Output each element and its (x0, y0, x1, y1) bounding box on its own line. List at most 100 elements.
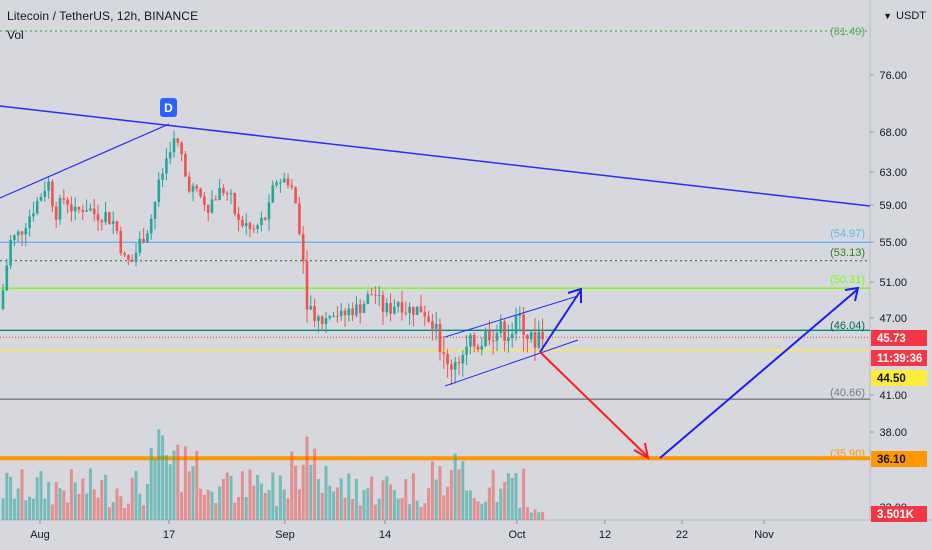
candle-body (92, 208, 96, 215)
volume-bar (138, 493, 142, 520)
candle-body (237, 213, 240, 220)
volume-bar (35, 477, 39, 520)
volume-bar (358, 505, 362, 520)
volume-bar (259, 483, 263, 520)
bearish-projection-arrow[interactable] (539, 351, 648, 457)
candle-body (438, 323, 442, 353)
candle-body (108, 212, 111, 224)
volume-bar (370, 476, 374, 520)
date-tick-label: Nov (754, 529, 774, 541)
volume-bar (81, 478, 85, 520)
candle-body (472, 334, 476, 347)
candle-body (491, 340, 495, 342)
volume-bar (510, 477, 514, 520)
candle-body (336, 315, 339, 317)
candle-body (43, 190, 47, 197)
candle-body (9, 239, 12, 266)
currency-label[interactable]: ▼ USDT (883, 10, 926, 22)
price-badge (871, 350, 927, 366)
candle-body (301, 234, 305, 262)
rising-trendline[interactable] (0, 123, 170, 199)
price-axis[interactable]: 76.00 68.00 63.00 59.00 55.00 51.00 47.00 41.00… (830, 26, 927, 522)
symbol-title[interactable]: Litecoin / TetherUS, 12h, BINANCE (7, 9, 199, 23)
volume-bar (362, 489, 366, 520)
candle-body (187, 176, 191, 192)
volume-bar (514, 473, 518, 520)
level-marker-label: (46.04) (830, 320, 865, 332)
price-badge-label: 36.10 (877, 454, 906, 466)
candle-body (168, 152, 172, 159)
candle-body (149, 218, 153, 234)
candle-body (484, 330, 487, 346)
volume-bar (225, 472, 229, 520)
candle-body (35, 200, 39, 214)
volume-bar (153, 459, 157, 520)
volume-bar (320, 492, 324, 520)
volume-bar (77, 493, 81, 520)
date-axis[interactable]: Aug 17 Sep 14 Oct 12 22 Nov (30, 520, 774, 541)
channel-upper-line[interactable] (444, 295, 579, 338)
volume-bar (503, 481, 507, 520)
volume-bar (100, 480, 104, 520)
level-marker-label: (50.31) (830, 274, 865, 286)
currency-dropdown-icon[interactable]: ▼ (883, 11, 893, 21)
volume-bar (354, 478, 358, 520)
volume-bar (286, 498, 290, 520)
candle-body (465, 346, 468, 356)
horizontal-levels[interactable] (0, 30, 870, 461)
candle-body (199, 188, 202, 197)
bullish-long-arrow[interactable] (659, 288, 859, 459)
candle-body (351, 308, 354, 316)
channel-lower-line[interactable] (444, 339, 579, 387)
volume-bar (541, 511, 545, 520)
candle-body (222, 187, 225, 194)
volume-bar (506, 473, 510, 520)
volume-bar (491, 469, 495, 520)
candle-body (267, 202, 271, 220)
candle-body (138, 238, 142, 253)
d-marker-badge[interactable] (160, 98, 177, 117)
volume-bar (400, 498, 404, 520)
candle-body (233, 193, 237, 214)
candle-body (480, 345, 484, 350)
volume-bar (191, 466, 195, 520)
candle-body (123, 253, 126, 256)
descending-trendline[interactable] (0, 105, 871, 207)
candle-body (522, 314, 525, 336)
volume-bar (187, 471, 191, 520)
volume-label[interactable]: Vol (7, 28, 24, 42)
candle-body (453, 362, 457, 370)
level-marker-label: (35.90) (830, 448, 865, 460)
volume-bar (214, 502, 218, 520)
candle-body (134, 252, 138, 262)
bullish-short-arrow[interactable] (539, 289, 582, 353)
candle-body (142, 238, 145, 243)
volume-bar (1, 498, 5, 520)
candle-body (396, 302, 400, 307)
volume-bar (180, 492, 184, 520)
candle-body (514, 315, 518, 334)
volume-bar (525, 507, 529, 520)
volume-bar (457, 469, 461, 520)
volume-bar (221, 478, 225, 520)
price-badge (871, 330, 927, 346)
price-badge (871, 370, 927, 386)
candle-body (89, 208, 92, 211)
currency-text: USDT (896, 10, 926, 22)
d-marker-letter: D (164, 101, 173, 115)
drawing-tools[interactable]: D (0, 98, 871, 460)
volume-bar (434, 479, 438, 520)
volume-bar (396, 498, 400, 520)
candle-body (77, 206, 81, 210)
candle-body (529, 332, 533, 340)
price-tick-label: 51.00 (879, 277, 907, 289)
volume-bar (115, 488, 119, 520)
candle-body (279, 182, 282, 184)
price-badge-label: 3.501K (877, 509, 915, 521)
volume-bar (218, 486, 222, 520)
volume-bar (183, 446, 187, 520)
price-tick-label: 68.00 (879, 127, 907, 139)
candle-body (70, 204, 73, 212)
volume-bar (39, 470, 43, 520)
